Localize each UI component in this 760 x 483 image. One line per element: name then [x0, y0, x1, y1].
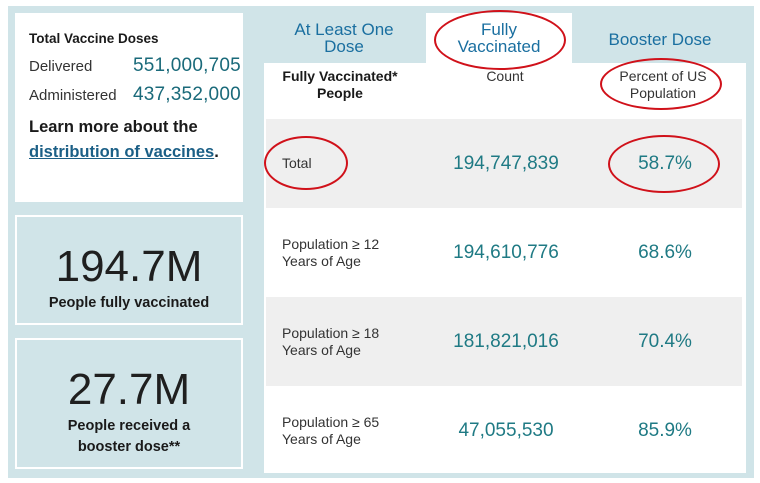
table-row: Population ≥ 12 Years of Age 194,610,776… — [266, 208, 742, 297]
row-count: 47,055,530 — [458, 420, 554, 441]
learn-more-text: Learn more about the distribution of vac… — [29, 115, 234, 164]
fully-vaccinated-stat-card: 194.7M People fully vaccinated — [15, 215, 243, 325]
booster-label: People received a booster dose** — [67, 418, 191, 455]
fully-vaccinated-label: People fully vaccinated — [48, 295, 210, 311]
vaccine-doses-summary: Total Vaccine Doses Delivered 551,000,70… — [15, 13, 243, 202]
row-label: Population ≥ 18 Years of Age — [282, 325, 380, 358]
learn-more-prefix: Learn more about the — [29, 118, 198, 136]
table-row: Population ≥ 18 Years of Age 181,821,016… — [266, 297, 742, 386]
row-count: 194,747,839 — [453, 153, 559, 174]
booster-count: 27.7M — [67, 365, 191, 414]
row-count: 181,821,016 — [453, 331, 559, 352]
column-header-count: Count — [486, 68, 524, 84]
tab-booster-dose[interactable]: Booster Dose — [574, 13, 746, 63]
row-label: Population ≥ 12 Years of Age — [282, 236, 380, 269]
administered-label: Administered — [29, 87, 117, 104]
row-label: Population ≥ 65 Years of Age — [282, 414, 380, 447]
fully-vaccinated-count: 194.7M — [55, 242, 203, 291]
table-row: Total 194,747,839 58.7% — [266, 119, 742, 208]
booster-stat-card: 27.7M People received a booster dose** — [15, 338, 243, 469]
table-row: Population ≥ 65 Years of Age 47,055,530 … — [266, 386, 742, 472]
row-percent: 58.7% — [638, 153, 692, 174]
administered-value: 437,352,000 — [133, 84, 241, 105]
summary-title: Total Vaccine Doses — [29, 31, 159, 46]
column-header-percent: Percent of US Population — [619, 68, 707, 101]
row-label: Total — [282, 155, 312, 171]
delivered-value: 551,000,705 — [133, 55, 241, 76]
tab-label: Fully Vaccinated — [457, 20, 541, 56]
learn-more-suffix: . — [214, 142, 219, 161]
row-percent: 70.4% — [638, 331, 692, 352]
delivered-label: Delivered — [29, 58, 93, 75]
tab-label: At Least One Dose — [294, 20, 394, 56]
tab-at-least-one-dose[interactable]: At Least One Dose — [264, 13, 424, 63]
row-percent: 85.9% — [638, 420, 692, 441]
distribution-link[interactable]: distribution of vaccines — [29, 142, 215, 161]
tab-fully-vaccinated[interactable]: Fully Vaccinated — [426, 13, 572, 63]
row-percent: 68.6% — [638, 242, 692, 263]
column-header-group: Fully Vaccinated* People — [282, 68, 398, 101]
row-count: 194,610,776 — [453, 242, 559, 263]
tab-label: Booster Dose — [608, 30, 712, 49]
